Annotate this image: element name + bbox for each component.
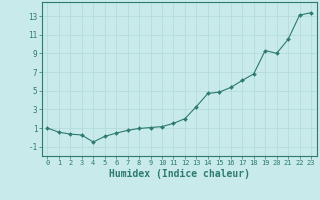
- X-axis label: Humidex (Indice chaleur): Humidex (Indice chaleur): [109, 169, 250, 179]
